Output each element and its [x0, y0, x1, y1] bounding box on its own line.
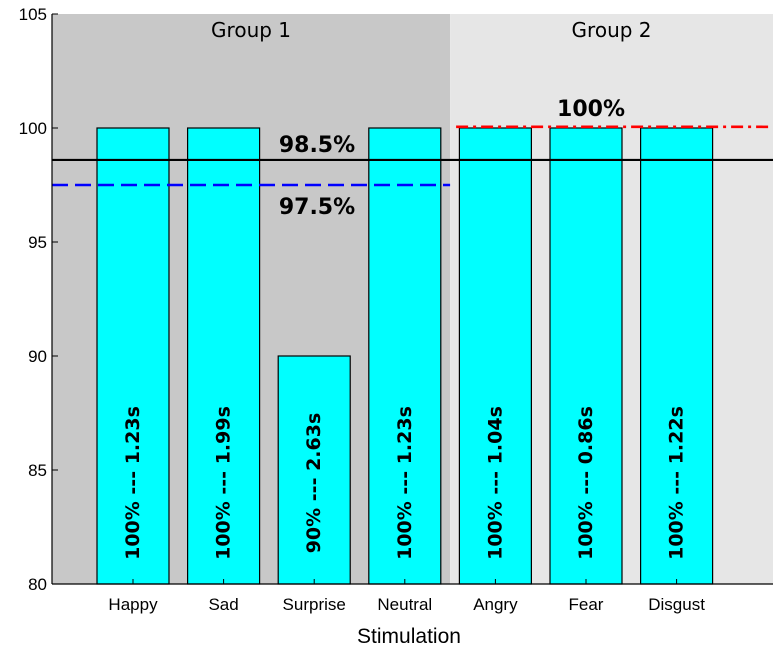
x-axis-label: Stimulation	[357, 625, 461, 648]
bars	[96, 127, 714, 585]
bar-label-surprise: 90% --- 2.63s	[303, 413, 325, 554]
y-tick-label: 100	[19, 119, 47, 138]
bar-disgust	[639, 127, 714, 585]
x-tick-label-fear: Fear	[569, 595, 604, 614]
group-label-2: Group 2	[572, 18, 652, 42]
bar-angry	[458, 127, 532, 585]
group-label-1: Group 1	[211, 18, 291, 42]
y-tick-label: 105	[19, 5, 47, 24]
y-tick-label: 85	[28, 461, 47, 480]
bar-neutral	[368, 127, 442, 585]
reference-line-label-3: 100%	[557, 97, 625, 122]
bar-happy	[96, 127, 170, 585]
x-tick-label-neutral: Neutral	[377, 595, 432, 614]
bar-surprise	[277, 355, 351, 585]
x-tick-label-disgust: Disgust	[648, 595, 705, 614]
reference-lines: 98.5% 97.5% 100%	[52, 97, 773, 220]
bar-labels: 100% --- 1.23s 100% --- 1.99s 90% --- 2.63…	[122, 406, 688, 560]
reference-line-label-1: 98.5%	[279, 133, 355, 158]
bar-label-happy: 100% --- 1.23s	[122, 406, 144, 560]
y-tick-label: 90	[28, 347, 47, 366]
bar-label-fear: 100% --- 0.86s	[575, 406, 597, 560]
y-tick-label: 95	[28, 233, 47, 252]
x-tick-label-angry: Angry	[473, 595, 518, 614]
bar-label-neutral: 100% --- 1.23s	[394, 406, 416, 560]
bar-label-disgust: 100% --- 1.22s	[666, 406, 688, 560]
bar-sad	[187, 127, 261, 585]
x-tick-label-happy: Happy	[108, 595, 158, 614]
x-tick-label-sad: Sad	[208, 595, 238, 614]
y-tick-label: 80	[28, 575, 47, 594]
bar-label-sad: 100% --- 1.99s	[213, 406, 235, 560]
reference-line-label-2: 97.5%	[279, 195, 355, 220]
x-tick-label-surprise: Surprise	[283, 595, 346, 614]
bar-label-angry: 100% --- 1.04s	[484, 406, 506, 560]
axes: 80 85 90 95 100 105 Happy Sad Surprise Neutral Ang…	[19, 5, 773, 614]
